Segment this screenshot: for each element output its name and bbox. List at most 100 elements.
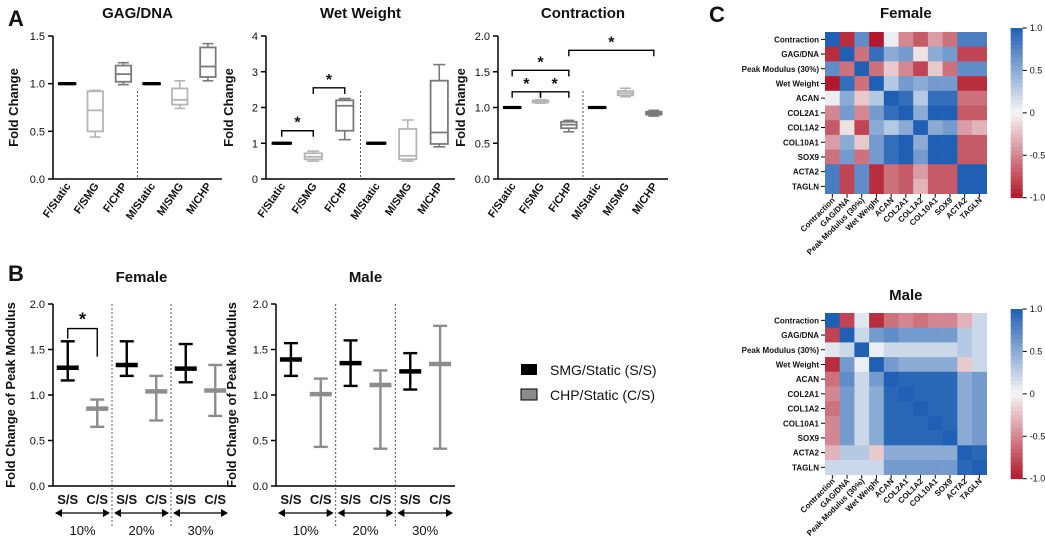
con-sig-bracket xyxy=(568,49,655,57)
hm-cell xyxy=(854,415,870,431)
hm-cell xyxy=(927,386,943,402)
hf-cell xyxy=(883,46,899,62)
hm-row-label: COL10A1 xyxy=(783,419,820,428)
hm-cell xyxy=(854,371,870,387)
hf-cell xyxy=(957,149,973,165)
hf-cell xyxy=(913,149,929,165)
contraction-chart: Contraction Fold Change 0.0 0.5 1.0 1.5 2.0 F/S… xyxy=(453,5,668,222)
hm-cell xyxy=(942,445,958,461)
hm-cell xyxy=(913,357,929,373)
hm-colorbar-segment xyxy=(1010,398,1023,403)
hf-cell xyxy=(883,164,899,180)
hf-row-label: Wet Weight xyxy=(776,79,820,88)
hf-cell xyxy=(839,61,855,77)
con-sig-bracket xyxy=(539,91,570,98)
hf-cell xyxy=(898,164,914,180)
hm-cell xyxy=(957,313,973,328)
hf-cell xyxy=(957,32,973,47)
hf-colorbar-segment xyxy=(1010,91,1023,97)
hm-cell xyxy=(942,313,958,328)
hm-colorbar-segment xyxy=(1010,376,1023,382)
hf-cell xyxy=(825,32,840,47)
hm-cell xyxy=(898,313,914,328)
hm-cell xyxy=(957,371,973,387)
gag-ytick-label: 0.5 xyxy=(30,126,45,138)
hm-cell xyxy=(854,342,870,358)
hm-cell xyxy=(883,371,899,387)
hm-colorbar-segment xyxy=(1010,453,1023,458)
gag-category-label: F/SMG xyxy=(72,181,102,216)
hf-colorbar-segment xyxy=(1010,49,1023,54)
hf-cell xyxy=(825,120,840,136)
hm-cell xyxy=(854,327,870,343)
hm-cell xyxy=(898,460,914,475)
hf-colorbar-segment xyxy=(1010,172,1023,177)
hm-cell xyxy=(825,386,840,402)
hm-colorbar-segment xyxy=(1010,474,1023,480)
hm-row-label: Wet Weight xyxy=(776,360,820,369)
hm-colorbar-segment xyxy=(1010,385,1023,391)
hm-colorbar-label: 1.0 xyxy=(1030,304,1043,314)
con-ytick-label: 0.5 xyxy=(475,138,490,150)
hm-cell xyxy=(927,430,943,446)
hm-colorbar-label: 0.5 xyxy=(1030,346,1043,356)
hm-colorbar-segment xyxy=(1010,321,1023,327)
hm-colorbar-segment xyxy=(1010,440,1023,446)
hm-colorbar-segment xyxy=(1010,342,1023,348)
hf-cell xyxy=(957,164,973,180)
hm-cell xyxy=(913,386,929,402)
hf-cell xyxy=(942,105,958,121)
con-ylabel: Fold Change xyxy=(453,68,468,147)
hm-colorbar-segment xyxy=(1010,419,1023,424)
hf-cell xyxy=(942,61,958,77)
hf-colorbar-segment xyxy=(1010,95,1023,101)
hf-colorbar-segment xyxy=(1010,44,1023,50)
bf-category-label: C/S xyxy=(145,492,167,507)
hf-cell xyxy=(972,164,987,180)
gag-ytick-label: 0.0 xyxy=(30,174,45,186)
hf-cell xyxy=(942,120,958,136)
hm-cell xyxy=(825,401,840,417)
bf-ytick-label: 0.5 xyxy=(30,436,45,448)
hf-colorbar-segment xyxy=(1010,36,1023,42)
panel-letter-a: A xyxy=(8,6,24,31)
hf-row-label: COL1A2 xyxy=(787,124,819,133)
hm-cell xyxy=(898,327,914,343)
hm-colorbar-segment xyxy=(1010,317,1023,323)
hm-cell xyxy=(869,386,885,402)
hf-cell xyxy=(883,120,899,136)
hf-cell xyxy=(854,179,870,194)
hm-cell xyxy=(913,401,929,417)
hf-cell xyxy=(854,76,870,92)
hm-cell xyxy=(839,386,855,402)
hf-colorbar-segment xyxy=(1010,163,1023,169)
hf-colorbar-segment xyxy=(1010,66,1023,71)
bf-arrowhead-right xyxy=(221,509,228,517)
hm-cell xyxy=(972,460,987,475)
hm-cell xyxy=(972,327,987,343)
bf-category-label: S/S xyxy=(116,492,137,507)
hm-cell xyxy=(972,342,987,358)
hm-cell xyxy=(883,313,899,328)
hf-cell xyxy=(927,105,943,121)
hm-cell xyxy=(942,401,958,417)
legend: SMG/Static (S/S) CHP/Static (C/S) xyxy=(520,362,657,403)
hf-cell xyxy=(957,120,973,136)
hf-cell xyxy=(898,134,914,150)
hf-cell xyxy=(942,32,958,47)
bf-arrowhead-right xyxy=(103,509,110,517)
hf-colorbar-segment xyxy=(1010,100,1023,105)
hf-row-label: TAGLN xyxy=(792,182,819,191)
hf-cell xyxy=(854,134,870,150)
hm-cell xyxy=(898,342,914,358)
hm-cell xyxy=(957,357,973,373)
hm-cell xyxy=(942,386,958,402)
hf-cell xyxy=(942,164,958,180)
bf-category-label: S/S xyxy=(175,492,196,507)
hf-row-label: Peak Modulus (30%) xyxy=(742,65,820,74)
hf-cell xyxy=(942,149,958,165)
hf-row-label: ACTA2 xyxy=(793,168,820,177)
hf-colorbar-label: 1.0 xyxy=(1030,23,1043,33)
hm-colorbar-segment xyxy=(1010,457,1023,463)
hm-cell xyxy=(898,371,914,387)
